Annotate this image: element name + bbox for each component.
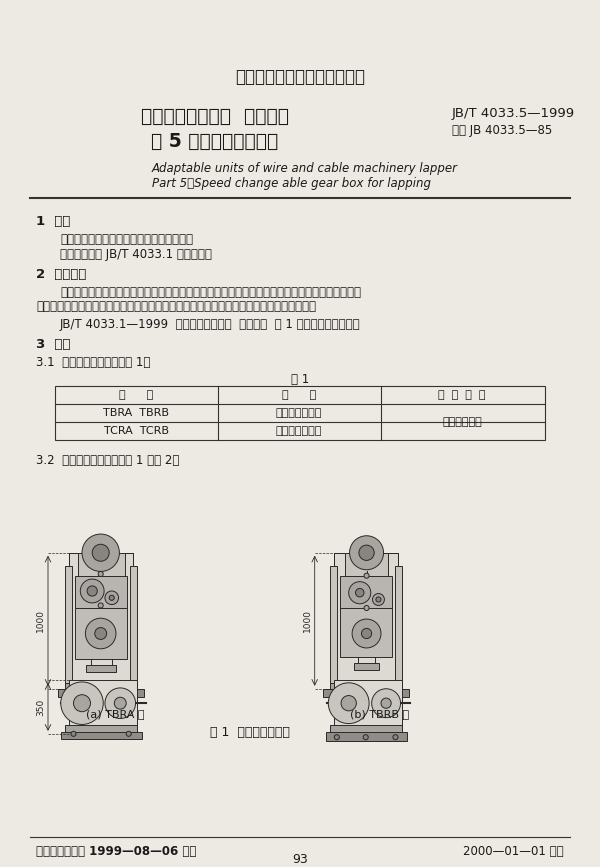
Text: 适  用  范  围: 适 用 范 围 [438,390,486,400]
Circle shape [371,688,401,718]
Circle shape [364,573,369,578]
Bar [86,665,116,672]
Text: 2000—01—01 实施: 2000—01—01 实施 [463,845,564,858]
Text: 各种绕包装置: 各种绕包装置 [442,417,482,427]
Circle shape [328,683,369,724]
Text: 中华人民共和国机械行业标准: 中华人民共和国机械行业标准 [235,68,365,86]
Circle shape [109,596,115,600]
Text: 下列标准所包含的条文，通过在本标准中引用而构成为本标准的条文。在标准出版时，所示版本均: 下列标准所包含的条文，通过在本标准中引用而构成为本标准的条文。在标准出版时，所示… [60,286,361,299]
Text: JB/T 4033.5—1999: JB/T 4033.5—1999 [452,107,575,120]
Bar [334,681,402,727]
Bar [354,663,379,670]
Circle shape [352,619,381,648]
Text: 3.1  绕包变速箱的型号如表 1。: 3.1 绕包变速箱的型号如表 1。 [36,356,151,369]
Circle shape [341,695,356,711]
Bar [65,726,137,733]
Bar [323,688,409,697]
Bar [75,608,127,659]
Text: 绕包齿轮变速箱: 绕包齿轮变速箱 [276,408,322,418]
Text: 代替 JB 4033.5—85: 代替 JB 4033.5—85 [452,124,552,137]
Text: (b) TBRB 型: (b) TBRB 型 [350,709,410,720]
Text: 电缆设备通用部件  绕包装置: 电缆设备通用部件 绕包装置 [141,107,289,126]
Text: 1000: 1000 [303,610,312,632]
Circle shape [393,734,398,740]
Text: TCRA  TCRB: TCRA TCRB [104,426,169,436]
Text: 本标准必须与 JB/T 4033.1 一起使用。: 本标准必须与 JB/T 4033.1 一起使用。 [60,248,212,261]
Bar [69,681,137,727]
Bar [69,553,133,688]
Bar [55,386,545,440]
Text: 为有效。所有标准都会被修订，使用本标准的各方应探讨使用下列标准最新版本的可能性。: 为有效。所有标准都会被修订，使用本标准的各方应探讨使用下列标准最新版本的可能性。 [36,300,316,313]
Bar [395,565,402,685]
Bar [340,576,392,610]
Circle shape [98,603,103,608]
Circle shape [82,534,119,571]
Text: 国家机械工业局 1999—08—06 批准: 国家机械工业局 1999—08—06 批准 [36,845,196,858]
Circle shape [71,731,76,736]
Circle shape [359,545,374,560]
Text: 3  型号: 3 型号 [36,338,71,351]
Text: (a) TBRA 型: (a) TBRA 型 [86,709,144,720]
Circle shape [349,582,371,603]
Bar [326,732,407,740]
Text: 本标准适用于电线电缆绕包装置的变速箱。: 本标准适用于电线电缆绕包装置的变速箱。 [60,233,193,246]
Bar [0,0,600,205]
Circle shape [98,571,103,577]
Bar [130,565,137,685]
Bar [330,565,337,685]
Circle shape [105,688,136,719]
Circle shape [364,605,369,610]
Circle shape [80,579,104,603]
Circle shape [361,629,371,639]
Text: 3.2  绕包变速箱的型式如图 1 和图 2。: 3.2 绕包变速箱的型式如图 1 和图 2。 [36,454,179,467]
Circle shape [87,586,97,596]
Circle shape [350,536,383,570]
Circle shape [373,594,385,605]
Circle shape [92,544,109,561]
Text: 1000: 1000 [37,610,46,632]
Bar [340,608,392,657]
Text: JB/T 4033.1—1999  电缆设备通用部件  绕包装置  第 1 部分：基本技术要求: JB/T 4033.1—1999 电缆设备通用部件 绕包装置 第 1 部分：基本… [60,318,361,331]
Circle shape [85,618,116,649]
Bar [346,553,388,578]
Bar [75,576,127,608]
Circle shape [376,597,381,602]
Bar [69,553,133,688]
Bar [58,688,144,697]
Text: 名      称: 名 称 [282,390,316,400]
Text: 1  范围: 1 范围 [36,215,70,228]
Bar [65,565,72,685]
Circle shape [126,731,131,736]
Circle shape [363,734,368,740]
Circle shape [114,697,126,709]
Text: Adaptable units of wire and cable machinery lapper: Adaptable units of wire and cable machin… [152,162,458,175]
Text: 绕包差动变速箱: 绕包差动变速箱 [276,426,322,436]
Text: 350: 350 [37,699,46,716]
Circle shape [95,628,107,640]
Text: 第 5 部分：绕包变速箱: 第 5 部分：绕包变速箱 [151,132,278,151]
Text: TBRA  TBRB: TBRA TBRB [103,408,169,418]
Text: Part 5；Speed change able gear box for lapping: Part 5；Speed change able gear box for la… [152,177,431,190]
Text: 2  引用标准: 2 引用标准 [36,268,86,281]
Circle shape [61,682,103,725]
Bar [78,553,125,578]
Circle shape [105,591,119,604]
Text: 表 1: 表 1 [291,373,309,386]
Bar [330,683,402,693]
Bar [330,726,402,733]
Bar [65,683,137,693]
Text: 型      号: 型 号 [119,390,153,400]
Circle shape [355,589,364,597]
Text: 93: 93 [292,853,308,866]
Circle shape [381,698,391,708]
Circle shape [74,694,91,712]
Circle shape [334,734,340,740]
Bar [334,553,398,688]
Bar [61,732,142,739]
Bar [334,553,398,688]
Text: 图 1  绕包齿轮变速箱: 图 1 绕包齿轮变速箱 [210,726,290,739]
